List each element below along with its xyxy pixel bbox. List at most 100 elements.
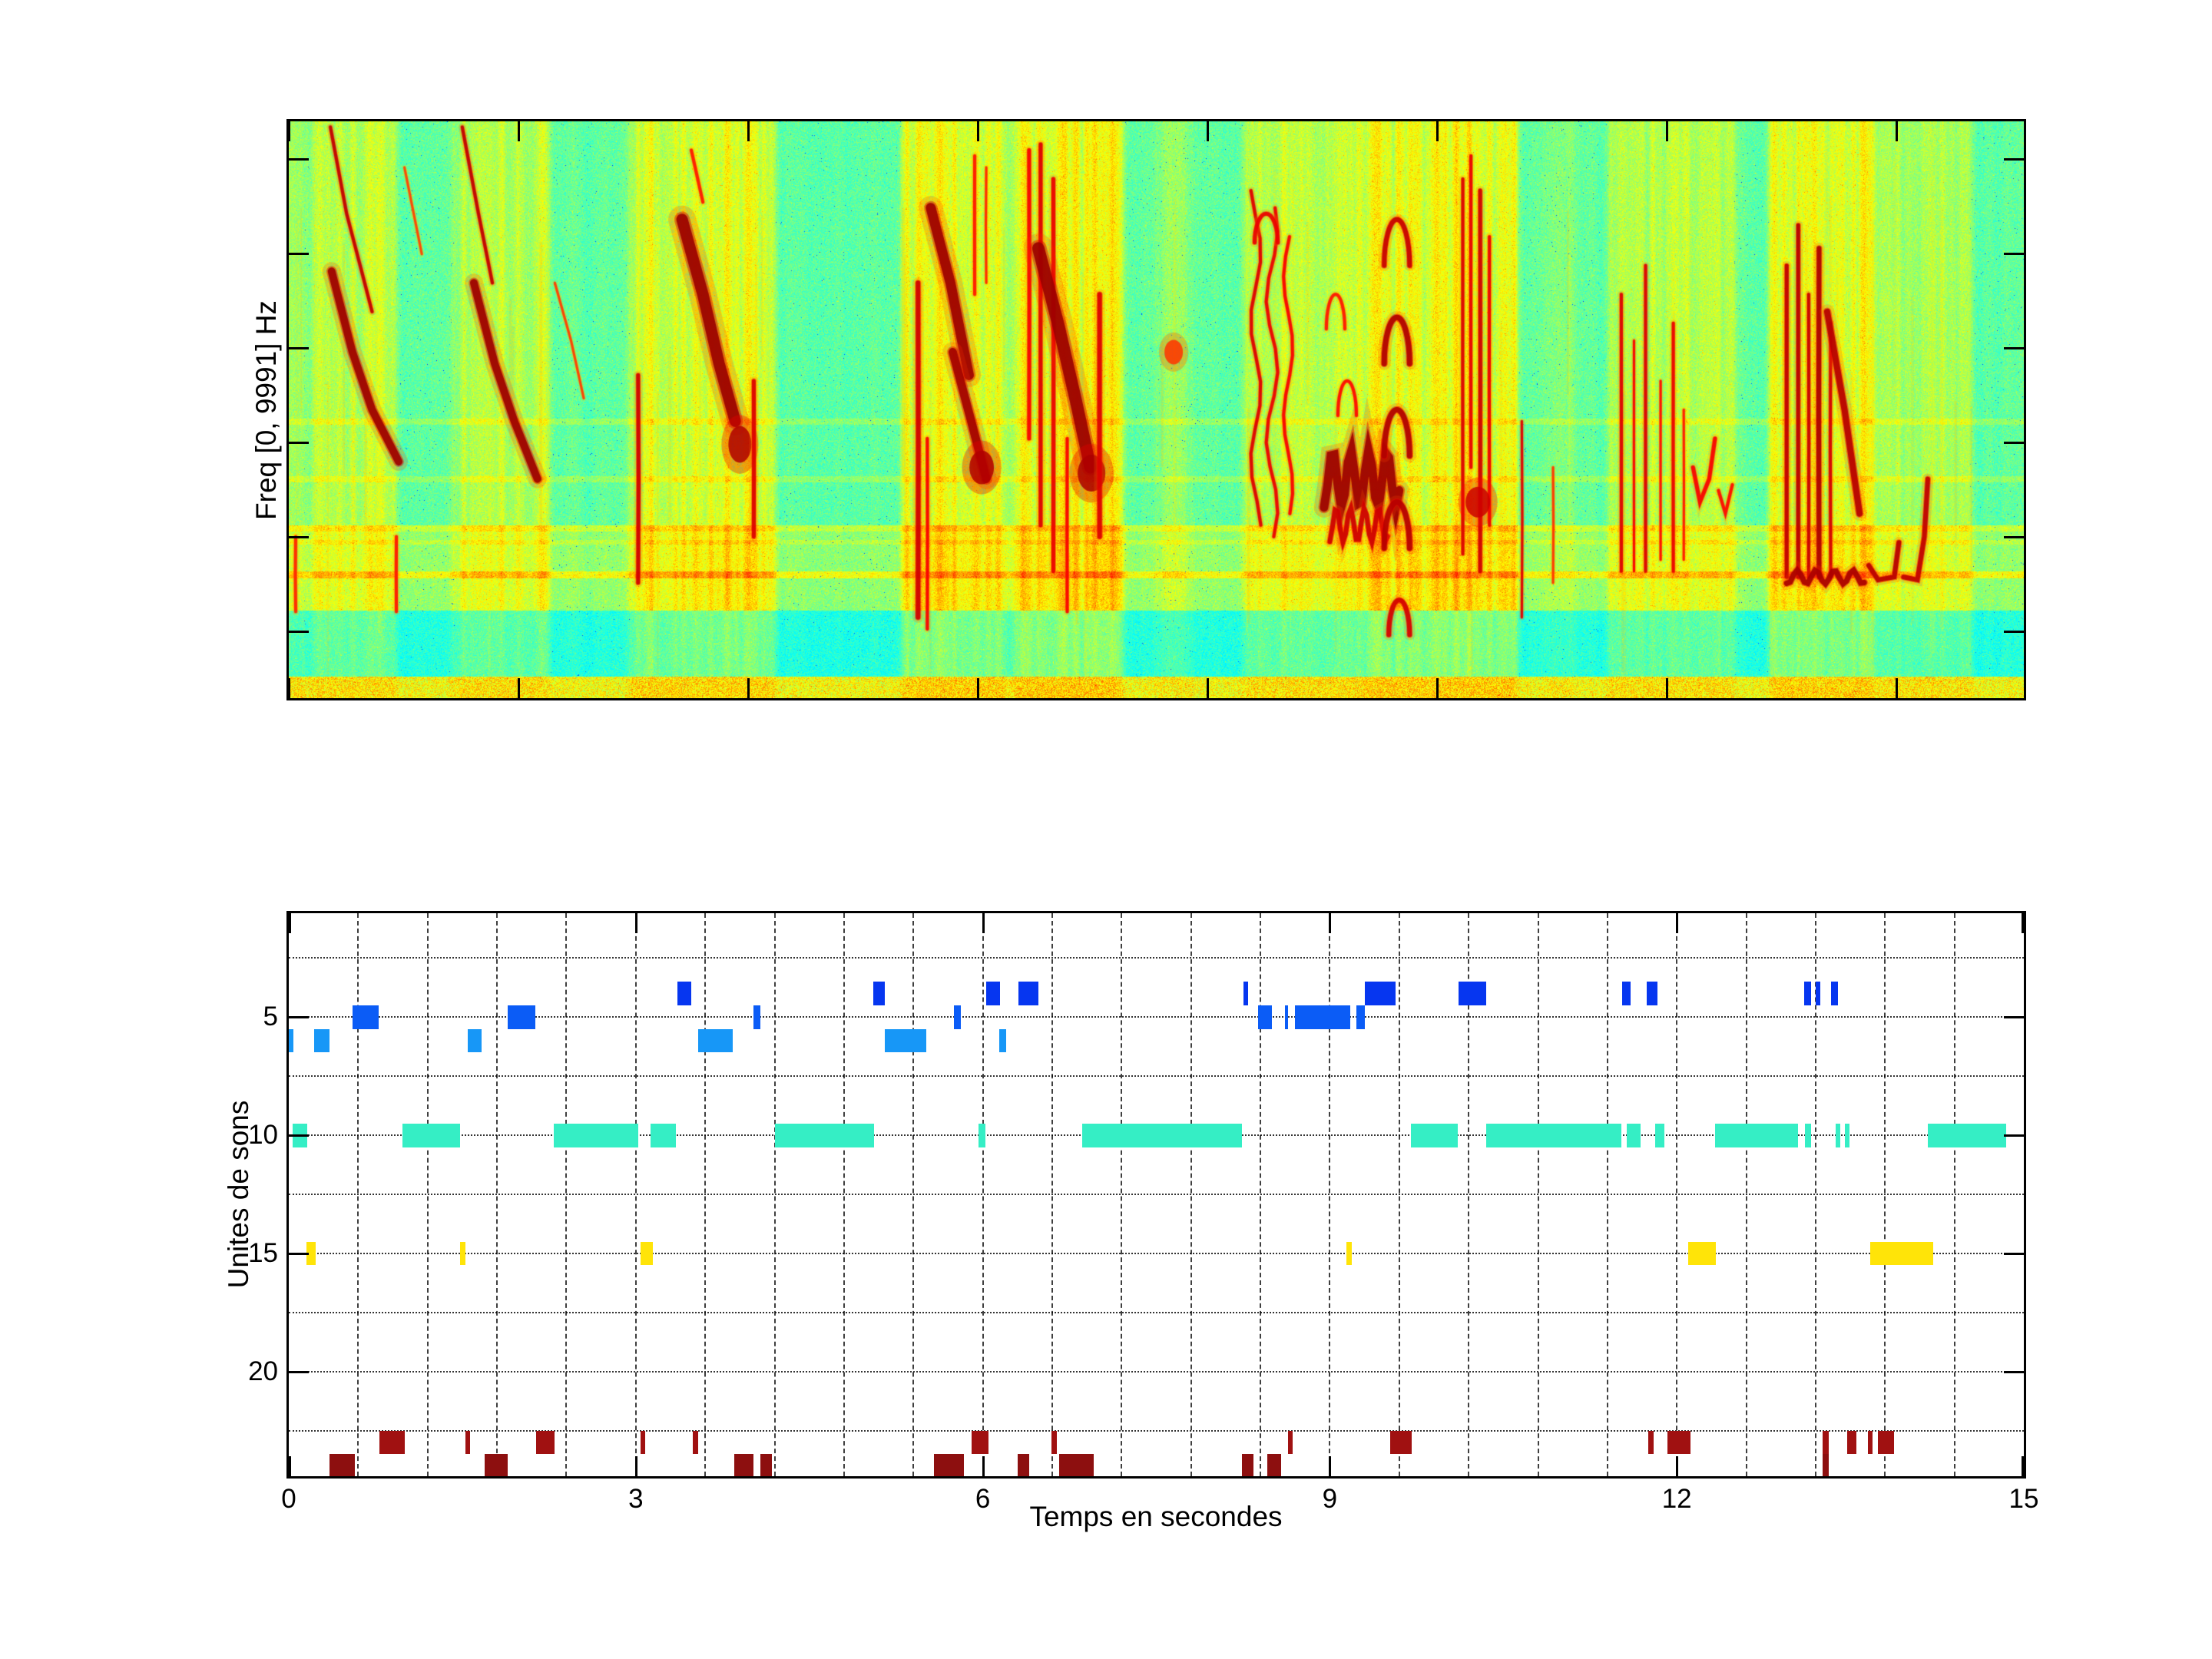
sound-unit-bar bbox=[1867, 1430, 1873, 1455]
sound-unit-bar bbox=[459, 1241, 466, 1266]
sound-unit-bar bbox=[934, 1454, 965, 1476]
spectrogram-x-tick bbox=[1896, 678, 1898, 698]
sound-unit-bar bbox=[1267, 1454, 1282, 1476]
grid-line-horizontal bbox=[289, 1252, 2024, 1254]
spectrogram-x-tick bbox=[977, 121, 979, 141]
sound-unit-bar bbox=[1622, 982, 1631, 1005]
sound-unit-bar bbox=[978, 1123, 985, 1147]
units-y-tick bbox=[289, 1252, 309, 1255]
x-tick-label: 0 bbox=[281, 1484, 296, 1514]
x-tick-label: 3 bbox=[628, 1484, 644, 1514]
sound-unit-bar bbox=[379, 1430, 405, 1455]
spectrogram-y-tick bbox=[289, 442, 309, 444]
spectrogram-ylabel: Freq [0, 9991] Hz bbox=[250, 300, 282, 520]
sound-unit-bar bbox=[306, 1241, 316, 1266]
sound-unit-bar bbox=[1364, 982, 1396, 1005]
spectrogram-plot-box bbox=[286, 119, 2026, 700]
sound-unit-bar bbox=[1627, 1123, 1641, 1147]
grid-line-horizontal bbox=[289, 1311, 2024, 1313]
x-tick-label: 6 bbox=[975, 1484, 991, 1514]
sound-unit-bar bbox=[677, 982, 692, 1005]
sound-unit-bar bbox=[1647, 982, 1657, 1005]
units-y-tick bbox=[289, 1134, 309, 1137]
sound-unit-bar bbox=[289, 1028, 293, 1053]
spectrogram-y-tick bbox=[289, 347, 309, 349]
spectrogram-x-tick bbox=[1436, 678, 1439, 698]
spectrogram-x-tick bbox=[1896, 121, 1898, 141]
spectrogram-y-tick bbox=[2004, 442, 2024, 444]
spectrogram-y-tick bbox=[2004, 631, 2024, 633]
spectrogram-x-tick bbox=[518, 121, 520, 141]
sound-unit-bar bbox=[1389, 1430, 1412, 1455]
x-tick-label: 9 bbox=[1322, 1484, 1338, 1514]
sound-unit-bar bbox=[1815, 982, 1820, 1005]
sound-unit-bar bbox=[1059, 1454, 1094, 1476]
sound-unit-bar bbox=[971, 1430, 989, 1455]
sound-unit-bar bbox=[760, 1454, 773, 1476]
units-ylabel: Unites de sons bbox=[223, 1100, 254, 1289]
spectrogram-x-tick bbox=[747, 121, 750, 141]
spectrogram-x-tick bbox=[288, 121, 290, 141]
sound-unit-bar bbox=[1241, 1454, 1253, 1476]
units-x-tick bbox=[2022, 1456, 2024, 1476]
spectrogram-x-tick bbox=[1207, 121, 1209, 141]
sound-unit-bar bbox=[1654, 1123, 1664, 1147]
x-tick-label: 15 bbox=[2008, 1484, 2039, 1514]
units-x-tick bbox=[1676, 913, 1679, 933]
spectrogram-y-tick bbox=[2004, 536, 2024, 538]
sound-unit-bar bbox=[1844, 1123, 1849, 1147]
sound-unit-bar bbox=[640, 1430, 645, 1455]
sound-unit-bar bbox=[1803, 982, 1811, 1005]
sound-unit-bar bbox=[1288, 1430, 1293, 1455]
sound-unit-bar bbox=[1823, 1454, 1829, 1476]
units-x-tick bbox=[1329, 1456, 1332, 1476]
units-x-tick bbox=[1676, 1456, 1679, 1476]
sound-unit-bar bbox=[314, 1028, 329, 1053]
spectrogram-x-tick bbox=[1666, 121, 1668, 141]
y-tick-label: 20 bbox=[248, 1356, 278, 1386]
sound-unit-bar bbox=[1295, 1005, 1351, 1029]
y-tick-label: 5 bbox=[263, 1002, 278, 1032]
sound-unit-bar bbox=[651, 1123, 677, 1147]
grid-line-horizontal bbox=[289, 1194, 2024, 1195]
units-x-tick bbox=[982, 1456, 985, 1476]
sound-unit-bar bbox=[1356, 1005, 1365, 1029]
spectrogram-x-tick bbox=[518, 678, 520, 698]
units-y-tick bbox=[2004, 1016, 2024, 1019]
sound-unit-bar bbox=[507, 1005, 535, 1029]
sound-unit-bar bbox=[1835, 1123, 1840, 1147]
spectrogram-x-tick bbox=[1666, 678, 1668, 698]
sound-unit-bar bbox=[1688, 1241, 1717, 1266]
sound-unit-bar bbox=[1243, 982, 1248, 1005]
units-x-tick bbox=[634, 913, 637, 933]
sound-unit-bar bbox=[753, 1005, 761, 1029]
spectrogram-y-tick bbox=[289, 536, 309, 538]
spectrogram-x-tick bbox=[1436, 121, 1439, 141]
sound-unit-bar bbox=[998, 1028, 1006, 1053]
time-xlabel: Temps en secondes bbox=[1029, 1501, 1283, 1532]
spectrogram-y-tick bbox=[2004, 253, 2024, 255]
spectrogram-y-tick bbox=[2004, 347, 2024, 349]
sound-unit-bar bbox=[774, 1123, 874, 1147]
sound-unit-bar bbox=[1714, 1123, 1799, 1147]
sound-unit-bar bbox=[1410, 1123, 1459, 1147]
units-plot-box bbox=[286, 911, 2026, 1479]
sound-unit-bar bbox=[465, 1430, 471, 1455]
sound-unit-bar bbox=[1051, 1430, 1057, 1455]
sound-unit-bar bbox=[1485, 1123, 1621, 1147]
sound-unit-bar bbox=[1018, 982, 1038, 1005]
units-x-tick bbox=[1329, 913, 1332, 933]
spectrogram-x-tick bbox=[1207, 678, 1209, 698]
sound-unit-bar bbox=[1082, 1123, 1242, 1147]
sound-unit-bar bbox=[733, 1454, 754, 1476]
sound-unit-bar bbox=[329, 1454, 355, 1476]
spectrogram-x-tick bbox=[288, 678, 290, 698]
sound-unit-bar bbox=[553, 1123, 638, 1147]
sound-unit-bar bbox=[1869, 1241, 1934, 1266]
grid-line-horizontal bbox=[289, 1016, 2024, 1018]
sound-unit-bar bbox=[1458, 982, 1486, 1005]
sound-unit-bar bbox=[1284, 1005, 1289, 1029]
spectrogram-y-tick bbox=[289, 158, 309, 161]
units-y-tick bbox=[2004, 1252, 2024, 1255]
